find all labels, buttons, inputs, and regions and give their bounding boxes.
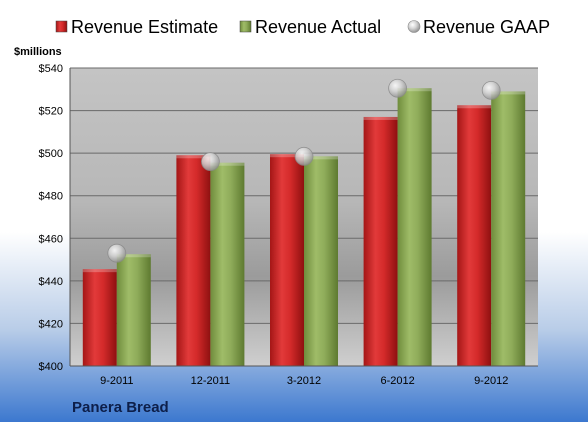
estimate-bar-highlight — [270, 154, 304, 158]
gaap-marker — [481, 80, 501, 100]
x-tick-label: 12-2011 — [191, 375, 231, 387]
y-tick-label: $400 — [39, 361, 63, 373]
actual-bar — [397, 88, 432, 366]
y-tick-label: $460 — [39, 233, 63, 245]
y-tick-label: $440 — [39, 276, 63, 288]
legend-label: Revenue Estimate — [71, 17, 218, 37]
legend-swatch — [55, 20, 68, 33]
estimate-bar-highlight — [82, 269, 117, 273]
actual-bar — [116, 254, 151, 366]
x-tick-label: 9-2012 — [474, 375, 508, 387]
legend-swatch — [407, 20, 421, 33]
x-tick-label: 6-2012 — [380, 375, 414, 387]
estimate-bar — [270, 154, 304, 366]
y-tick-label: $420 — [39, 318, 63, 330]
gaap-marker — [294, 146, 314, 166]
legend: Revenue Estimate Revenue Actual Revenue GA… — [55, 17, 550, 37]
actual-bar — [304, 156, 338, 366]
actual-bar-highlight — [397, 88, 432, 92]
axis-layer: $400 $420 $440 $460 $480 $500 $520 $540 9-2011 12… — [39, 63, 538, 387]
y-tick-label: $500 — [39, 148, 63, 160]
actual-bar-highlight — [116, 254, 151, 258]
x-tick-label: 3-2012 — [287, 375, 321, 387]
markers-layer — [107, 78, 501, 263]
y-tick-label: $480 — [39, 191, 63, 203]
estimate-bar-highlight — [176, 155, 211, 159]
y-tick-label: $540 — [39, 63, 63, 75]
x-tick-label: 9-2011 — [100, 375, 133, 387]
unit-label: $millions — [14, 46, 62, 58]
actual-bar-highlight — [491, 91, 526, 95]
legend-swatch — [239, 20, 252, 33]
estimate-bar — [457, 105, 492, 366]
actual-bar-highlight — [210, 162, 245, 166]
bars-layer — [82, 88, 526, 367]
gaap-marker — [388, 78, 408, 98]
estimate-bar — [363, 116, 398, 366]
estimate-bar-highlight — [457, 105, 492, 109]
gaap-marker — [107, 243, 127, 263]
company-name: Panera Bread — [72, 399, 169, 416]
actual-bar — [491, 91, 526, 367]
legend-label: Revenue GAAP — [423, 17, 550, 37]
estimate-bar — [82, 269, 117, 366]
gaap-marker — [200, 152, 220, 172]
y-tick-label: $520 — [39, 106, 63, 118]
estimate-bar — [176, 155, 211, 366]
estimate-bar-highlight — [363, 116, 398, 120]
legend-label: Revenue Actual — [255, 17, 381, 37]
actual-bar-highlight — [304, 156, 338, 160]
actual-bar — [210, 162, 245, 366]
